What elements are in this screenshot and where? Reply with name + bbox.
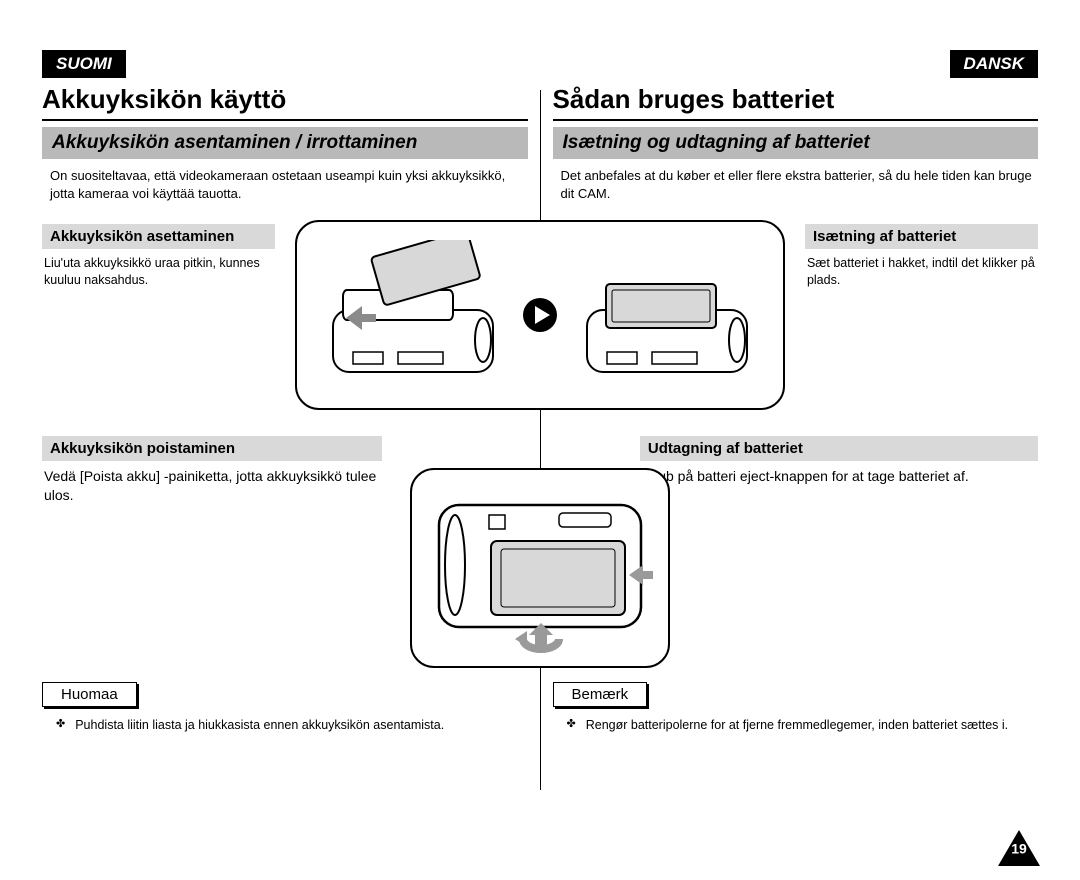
left-column-suomi: SUOMI Akkuyksikön käyttö Akkuyksikön ase…: [30, 50, 540, 850]
insert-heading-right: Isætning af batteriet: [805, 224, 1038, 249]
remove-heading-left: Akkuyksikön poistaminen: [42, 436, 382, 461]
page-number: 19: [1011, 841, 1027, 857]
camera-insert-step1-icon: [318, 240, 508, 390]
note-section-right: Bemærk Rengør batteripolerne for at fjer…: [553, 682, 1039, 735]
intro-text-right: Det anbefales at du køber et eller flere…: [553, 167, 1039, 202]
camera-insert-step2-icon: [572, 240, 762, 390]
remove-text-right: Skub på batteri eject-knappen for at tag…: [640, 467, 1038, 486]
insert-text-left: Liu'uta akkuyksikkö uraa pitkin, kunnes …: [42, 255, 275, 289]
camera-eject-icon: [425, 483, 655, 653]
two-column-layout: SUOMI Akkuyksikön käyttö Akkuyksikön ase…: [30, 50, 1050, 850]
remove-heading-right: Udtagning af batteriet: [640, 436, 1038, 461]
note-item-right: Rengør batteripolerne for at fjerne frem…: [553, 717, 1039, 735]
play-arrow-icon: [522, 297, 558, 333]
right-column-dansk: DANSK Sådan bruges batteriet Isætning og…: [541, 50, 1051, 850]
language-label-left: SUOMI: [42, 50, 126, 78]
battery-insert-illustration: [295, 220, 785, 410]
page-number-badge: 19: [998, 830, 1040, 866]
main-title-left: Akkuyksikön käyttö: [42, 78, 528, 121]
section-heading-left: Akkuyksikön asentaminen / irrottaminen: [42, 127, 528, 159]
battery-eject-illustration: [410, 468, 670, 668]
insert-text-right: Sæt batteriet i hakket, indtil det klikk…: [805, 255, 1038, 289]
note-list-right: Rengør batteripolerne for at fjerne frem…: [553, 717, 1039, 735]
intro-text-left: On suositeltavaa, että videokameraan ost…: [42, 167, 528, 202]
note-label-right: Bemærk: [553, 682, 648, 707]
remove-text-left: Vedä [Poista akku] -painiketta, jotta ak…: [42, 467, 382, 505]
note-label-left: Huomaa: [42, 682, 137, 707]
main-title-right: Sådan bruges batteriet: [553, 78, 1039, 121]
manual-page: SUOMI Akkuyksikön käyttö Akkuyksikön ase…: [0, 0, 1080, 880]
section-heading-right: Isætning og udtagning af batteriet: [553, 127, 1039, 159]
insert-heading-left: Akkuyksikön asettaminen: [42, 224, 275, 249]
note-list-left: Puhdista liitin liasta ja hiukkasista en…: [42, 717, 528, 735]
language-label-right: DANSK: [950, 50, 1038, 78]
note-item-left: Puhdista liitin liasta ja hiukkasista en…: [42, 717, 528, 735]
note-section-left: Huomaa Puhdista liitin liasta ja hiukkas…: [42, 682, 528, 735]
